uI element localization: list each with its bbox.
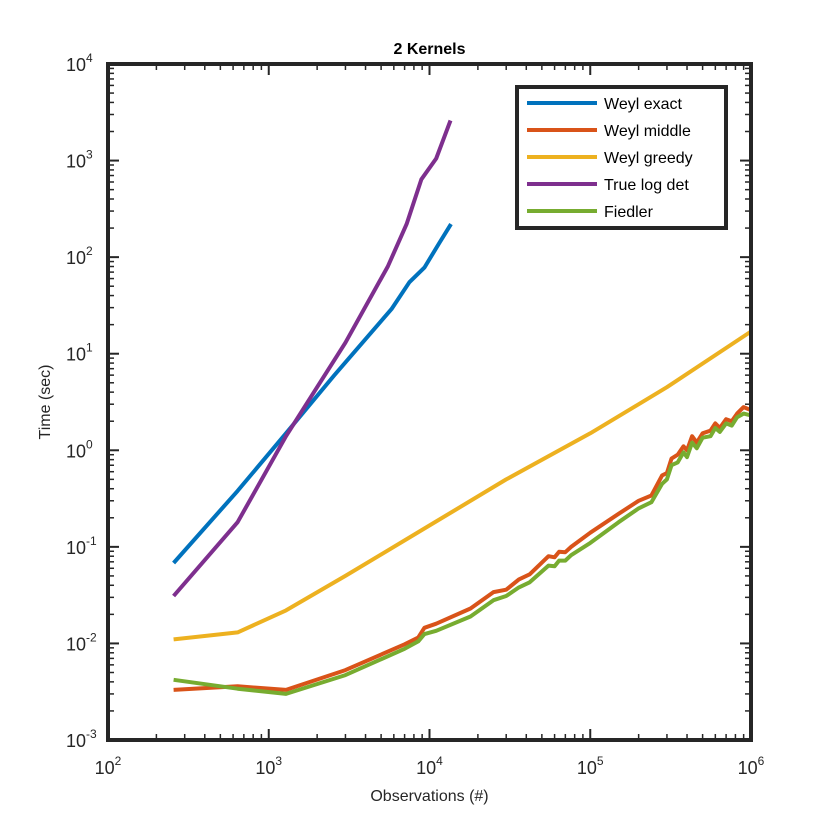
x-tick-label: 105 [577,754,604,778]
legend-label-weyl-greedy: Weyl greedy [604,150,693,167]
series-line-weyl-greedy [173,329,753,642]
y-tick-label: 10-1 [66,534,97,558]
legend-label-fiedler: Fiedler [604,204,654,221]
y-tick-label: 104 [66,51,93,75]
y-tick-label: 102 [66,244,93,268]
x-tick-label: 102 [95,754,122,778]
y-tick-label: 103 [66,148,93,172]
series-line-true-log-det [172,119,453,598]
legend: Weyl exact Weyl middle Weyl greedy True … [515,85,728,230]
legend-label-weyl-exact: Weyl exact [604,96,683,113]
x-tick-label: 104 [416,754,443,778]
plot-frame [106,62,753,742]
series-line-fiedler [173,411,752,696]
y-tick-label: 100 [66,437,93,461]
series-line-weyl-middle [173,405,752,692]
chart-title: 2 Kernels [393,41,465,58]
y-axis-label: Time (sec) [37,365,54,440]
x-tick-labels: 102 103 104 105 106 [95,754,765,778]
y-tick-label: 101 [66,341,93,365]
x-tick-label: 103 [255,754,282,778]
y-tick-label: 10-2 [66,630,97,654]
x-tick-label: 106 [738,754,765,778]
legend-label-true-log-det: True log det [604,177,689,194]
y-tick-labels: 10-3 10-2 10-1 100 101 102 103 104 [66,51,97,751]
y-tick-label: 10-3 [66,727,97,751]
x-axis-label: Observations (#) [370,788,488,805]
series-lines [172,119,753,696]
legend-label-weyl-middle: Weyl middle [604,123,691,140]
series-line-weyl-exact [172,223,453,565]
